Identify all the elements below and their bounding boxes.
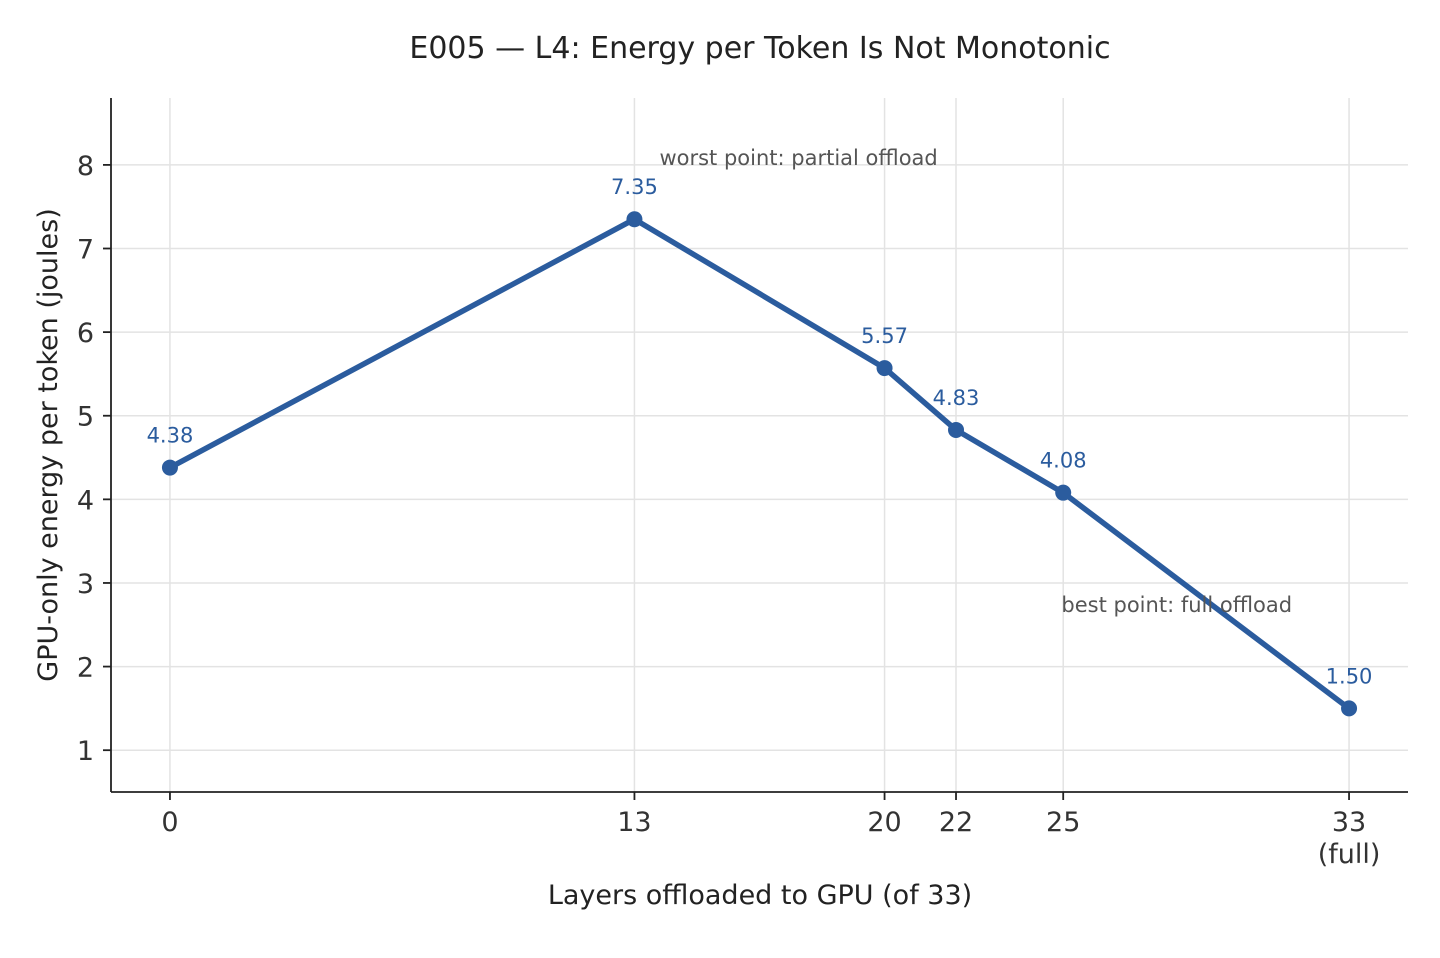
labels-layer: 4.38 7.35 5.57 4.83 4.08 1.50 worst point: par… [147,146,1373,688]
data-value-label: 7.35 [611,175,658,199]
data-value-label: 1.50 [1326,664,1373,688]
y-tick-label: 1 [77,736,94,767]
y-tick-label: 3 [77,569,94,600]
data-point [948,421,965,438]
x-tick-label: 20 [867,807,901,838]
y-tick-label: 2 [77,653,94,684]
y-tick-label: 4 [77,485,94,516]
chart-annotation: best point: full offload [1061,593,1292,617]
series-line [167,216,1352,712]
data-point [1055,484,1072,501]
grid-layer [111,98,1408,792]
data-point [1341,700,1358,717]
y-tick-label: 8 [77,151,94,182]
data-point [626,211,643,228]
x-axis-label: Layers offloaded to GPU (of 33) [548,880,972,911]
y-tick-label: 5 [77,402,94,433]
y-axis-label: GPU-only energy per token (joules) [33,208,64,681]
y-tick-label: 7 [77,235,94,266]
series-layer [161,211,1358,717]
x-tick-label: 33 (full) [1318,807,1381,870]
data-point [876,360,893,377]
data-value-label: 4.08 [1040,449,1087,473]
x-tick-label: 0 [161,807,178,838]
y-tick-label: 6 [77,318,94,349]
x-tick-label: 13 [617,807,651,838]
chart-annotation: worst point: partial offload [659,146,937,170]
data-value-label: 5.57 [861,324,908,348]
x-tick-label: 22 [939,807,973,838]
data-value-label: 4.83 [933,386,980,410]
data-point [161,459,178,476]
data-value-label: 4.38 [147,424,194,448]
x-tick-label: 25 [1046,807,1080,838]
axes-layer: 1 2 3 4 5 6 7 8 0 13 20 22 25 33 (full) [77,98,1408,870]
chart-title: E005 — L4: Energy per Token Is Not Monot… [409,31,1110,66]
